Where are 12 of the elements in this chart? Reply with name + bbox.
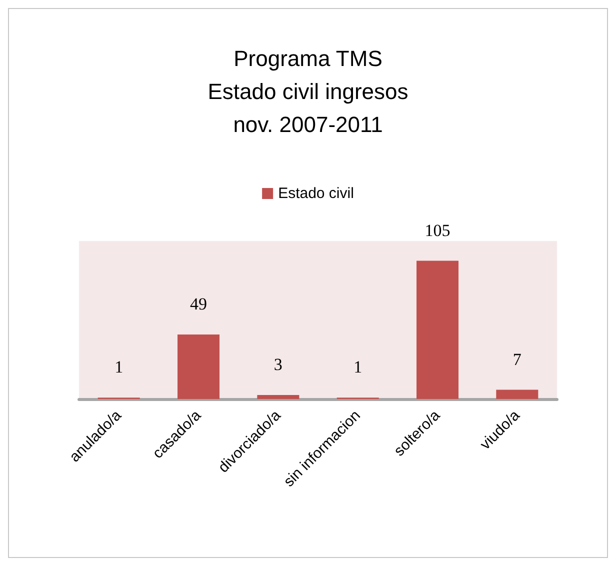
bar: [178, 334, 220, 399]
data-label: 1: [114, 358, 124, 377]
legend-label: Estado civil: [278, 185, 354, 202]
bar: [416, 260, 458, 399]
chart-title: Programa TMS Estado civil ingresos nov. 2007-2011: [208, 46, 408, 137]
data-label: 105: [424, 220, 450, 240]
bar: [257, 395, 300, 399]
data-label: 3: [274, 355, 282, 374]
bar: [496, 390, 538, 399]
data-label: 1: [354, 358, 362, 377]
data-label: 7: [512, 350, 522, 369]
data-label: 49: [190, 294, 207, 314]
